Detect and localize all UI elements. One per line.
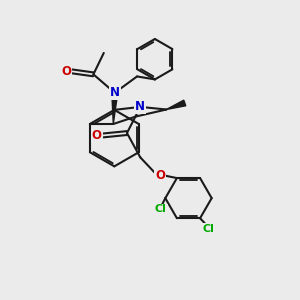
Text: O: O xyxy=(92,129,102,142)
Text: O: O xyxy=(61,65,71,78)
Text: Cl: Cl xyxy=(155,204,167,214)
Text: Cl: Cl xyxy=(202,224,214,234)
Text: N: N xyxy=(135,100,145,113)
Polygon shape xyxy=(166,100,186,110)
Text: O: O xyxy=(155,169,165,182)
Text: N: N xyxy=(110,86,120,99)
Polygon shape xyxy=(112,93,118,124)
